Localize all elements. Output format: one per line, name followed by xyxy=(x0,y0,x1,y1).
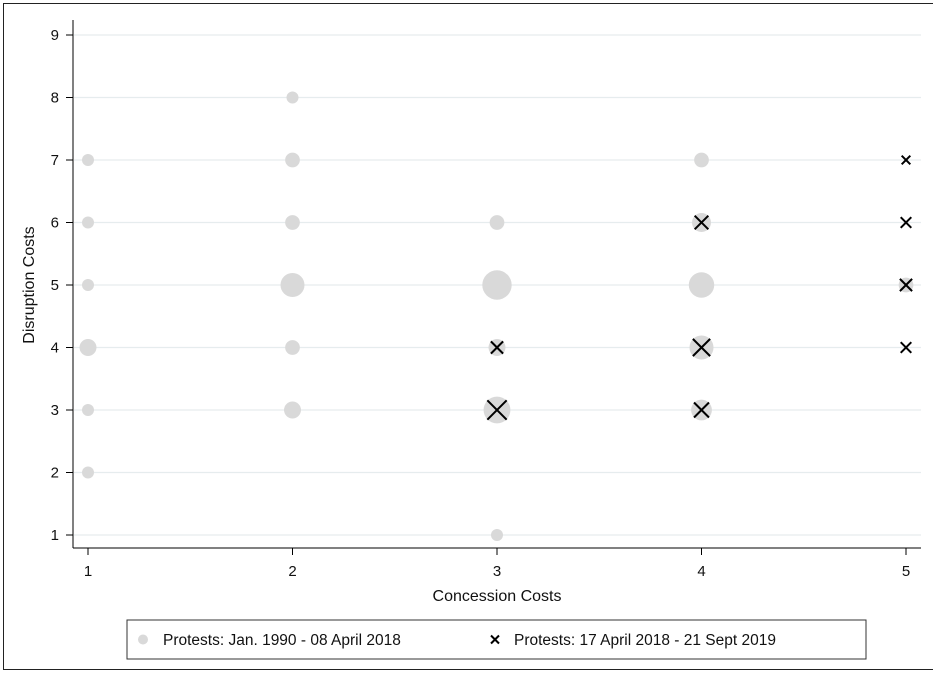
legend-box xyxy=(126,619,867,660)
series-1-markers xyxy=(79,91,914,541)
cross-point-x4-y3 xyxy=(693,401,710,419)
y-tick-label-1: 1 xyxy=(51,527,59,544)
x-tick-label-4: 4 xyxy=(697,563,705,580)
series-2-markers xyxy=(486,154,913,421)
x-axis-title: Concession Costs xyxy=(433,588,562,605)
circle-point-x1-y7 xyxy=(82,154,94,166)
y-tick-label-7: 7 xyxy=(51,152,59,169)
circle-point-x3-y6 xyxy=(489,215,505,230)
cross-point-x5-y6 xyxy=(900,216,912,229)
legend-label-series-2: Protests: 17 April 2018 - 21 Sept 2019 xyxy=(514,632,776,649)
y-tick-label-6: 6 xyxy=(51,215,59,232)
circle-point-x1-y3 xyxy=(82,404,94,416)
circle-point-x2-y6 xyxy=(285,215,300,230)
circle-point-x2-y4 xyxy=(285,340,300,355)
circle-point-x3-y5 xyxy=(482,270,512,300)
circle-point-x1-y2 xyxy=(82,466,94,479)
circle-point-x4-y5 xyxy=(688,272,715,298)
y-tick-label-3: 3 xyxy=(51,402,59,419)
x-tick-label-5: 5 xyxy=(902,563,910,580)
circle-point-x2-y7 xyxy=(285,152,300,168)
cross-point-x4-y4 xyxy=(692,338,711,357)
y-tick-label-2: 2 xyxy=(51,465,59,482)
circle-point-x2-y5 xyxy=(280,273,305,297)
circle-point-x3-y1 xyxy=(491,529,503,541)
circle-point-x2-y8 xyxy=(286,91,299,104)
tick-labels: 1 2 3 4 5 6 7 8 9 1 2 3 4 5 xyxy=(51,27,911,580)
legend-x-marker xyxy=(490,634,500,645)
y-tick-label-9: 9 xyxy=(51,27,59,44)
cross-point-x5-y5 xyxy=(899,278,913,292)
circle-point-x1-y5 xyxy=(82,279,94,291)
cross-point-x3-y4 xyxy=(490,340,504,355)
circle-point-x1-y6 xyxy=(82,216,94,229)
x-tick-label-2: 2 xyxy=(288,563,296,580)
y-tick-label-5: 5 xyxy=(51,277,59,294)
legend-circle-marker xyxy=(138,634,148,645)
y-tick-label-8: 8 xyxy=(51,90,59,107)
y-tick-label-4: 4 xyxy=(51,340,59,357)
legend-label-series-1: Protests: Jan. 1990 - 08 April 2018 xyxy=(163,632,401,649)
cross-point-x4-y6 xyxy=(693,214,710,231)
cross-point-x5-y4 xyxy=(900,341,912,354)
legend: Protests: Jan. 1990 - 08 April 2018 Prot… xyxy=(126,619,867,660)
circle-point-x4-y7 xyxy=(694,152,709,168)
cross-point-x3-y3 xyxy=(486,399,508,421)
y-axis-title: Disruption Costs xyxy=(21,226,38,343)
chart-frame xyxy=(3,3,933,670)
cross-point-x5-y7 xyxy=(900,154,912,166)
circle-point-x1-y4 xyxy=(79,339,97,356)
circle-point-x2-y3 xyxy=(284,401,301,419)
x-tick-label-3: 3 xyxy=(493,563,501,580)
x-tick-label-1: 1 xyxy=(84,563,92,580)
